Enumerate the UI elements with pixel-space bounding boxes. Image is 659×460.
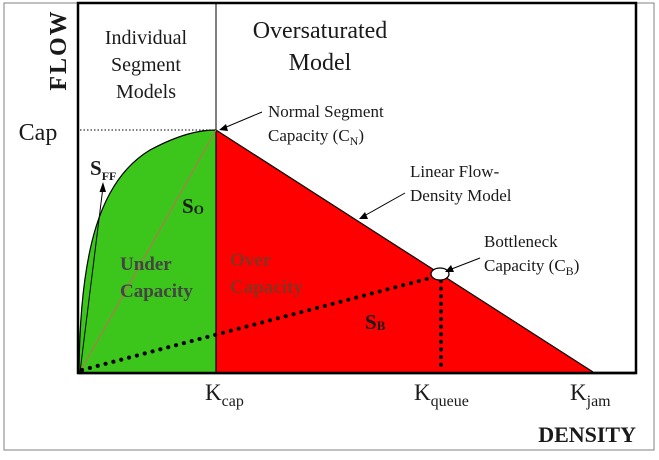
bottleneck-arrowhead xyxy=(445,265,454,272)
bottleneck-line2: Capacity (CB) xyxy=(484,256,579,278)
linear-model-line1: Linear Flow- xyxy=(410,162,500,181)
linear-flow-density-line xyxy=(215,129,594,373)
kqueue-label: Kqueue xyxy=(414,380,469,410)
linear-model-arrowhead xyxy=(359,212,368,219)
normal-capacity-arrow xyxy=(223,111,263,129)
bottleneck-dotted-line xyxy=(80,274,440,372)
header-individual-line2: Segment xyxy=(111,54,181,76)
sff-line xyxy=(79,186,104,373)
header-individual-line1: Individual xyxy=(105,27,188,49)
kcap-label: Kcap xyxy=(205,380,244,410)
under-capacity-line1: Under xyxy=(120,254,172,275)
over-capacity-line1: Over xyxy=(230,250,272,271)
sff-label: SFF xyxy=(90,156,116,183)
flow-density-curve xyxy=(78,129,217,373)
sb-label: SB xyxy=(365,310,386,334)
normal-capacity-line2: Capacity (CN) xyxy=(268,126,364,148)
linear-model-arrow xyxy=(363,192,406,217)
so-diagonal-line xyxy=(79,129,217,373)
normal-capacity-arrowhead xyxy=(219,124,228,131)
bottleneck-marker xyxy=(430,267,450,281)
header-oversaturated-line2: Model xyxy=(289,50,352,76)
bottleneck-line1: Bottleneck xyxy=(484,232,558,251)
sff-arrowhead xyxy=(99,182,106,192)
x-axis-title: DENSITY xyxy=(538,422,636,447)
under-capacity-line2: Capacity xyxy=(120,281,193,302)
linear-model-line2: Density Model xyxy=(410,186,512,205)
cap-label: Cap xyxy=(19,120,58,146)
y-axis-title: FLOW xyxy=(46,9,72,90)
header-oversaturated-line1: Oversaturated xyxy=(253,18,388,44)
header-individual-line3: Models xyxy=(116,81,176,103)
so-label: SO xyxy=(182,194,204,218)
bottleneck-arrow xyxy=(448,257,481,271)
over-capacity-line2: Capacity xyxy=(230,277,303,298)
normal-capacity-line1: Normal Segment xyxy=(268,102,384,121)
kjam-label: Kjam xyxy=(570,380,611,410)
